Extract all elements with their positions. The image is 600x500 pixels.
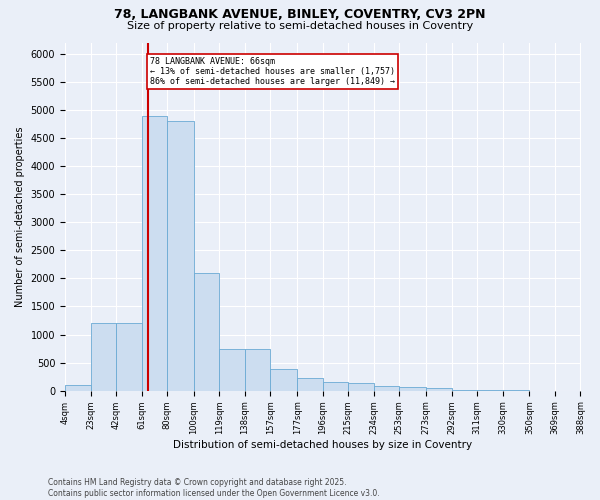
Bar bbox=[348, 383, 374, 390]
Bar bbox=[374, 386, 399, 390]
Bar bbox=[91, 324, 116, 390]
Bar bbox=[194, 273, 220, 390]
Bar bbox=[297, 378, 323, 390]
Text: 78, LANGBANK AVENUE, BINLEY, COVENTRY, CV3 2PN: 78, LANGBANK AVENUE, BINLEY, COVENTRY, C… bbox=[114, 8, 486, 20]
Text: Size of property relative to semi-detached houses in Coventry: Size of property relative to semi-detach… bbox=[127, 21, 473, 31]
Y-axis label: Number of semi-detached properties: Number of semi-detached properties bbox=[15, 126, 25, 307]
Bar bbox=[271, 370, 297, 390]
Bar bbox=[142, 116, 167, 390]
Bar bbox=[116, 324, 142, 390]
Text: Contains HM Land Registry data © Crown copyright and database right 2025.
Contai: Contains HM Land Registry data © Crown c… bbox=[48, 478, 380, 498]
Bar bbox=[426, 388, 452, 390]
Bar bbox=[220, 348, 245, 391]
Title: 78, LANGBANK AVENUE, BINLEY, COVENTRY, CV3 2PN
Size of property relative to semi: 78, LANGBANK AVENUE, BINLEY, COVENTRY, C… bbox=[0, 499, 1, 500]
X-axis label: Distribution of semi-detached houses by size in Coventry: Distribution of semi-detached houses by … bbox=[173, 440, 472, 450]
Bar bbox=[245, 348, 271, 391]
Bar bbox=[323, 382, 348, 390]
Text: 78 LANGBANK AVENUE: 66sqm
← 13% of semi-detached houses are smaller (1,757)
86% : 78 LANGBANK AVENUE: 66sqm ← 13% of semi-… bbox=[149, 56, 395, 86]
Bar bbox=[65, 385, 91, 390]
Bar bbox=[399, 386, 426, 390]
Bar bbox=[167, 121, 194, 390]
